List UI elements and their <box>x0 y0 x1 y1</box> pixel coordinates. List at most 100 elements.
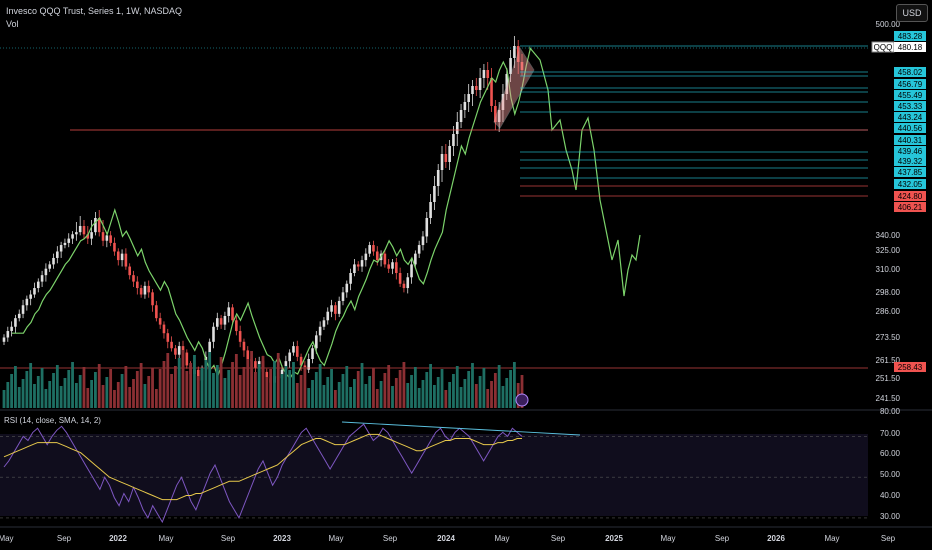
candle-body <box>166 333 170 342</box>
rsi-line <box>3 423 523 524</box>
candle-body <box>429 202 432 218</box>
candle-body <box>170 341 173 349</box>
volume-bar <box>200 368 204 408</box>
volume-bar <box>429 364 432 408</box>
candle-body <box>181 346 185 353</box>
price-level-badge: 432.05 <box>894 179 926 189</box>
time-axis-tick: Sep <box>881 534 896 543</box>
volume-bar <box>379 381 383 408</box>
volume-bar <box>356 371 360 408</box>
candle-body <box>196 369 200 381</box>
candle-body <box>71 234 74 239</box>
volume-bar <box>417 388 421 408</box>
volume-bar <box>455 366 459 408</box>
candle-body <box>440 154 444 170</box>
volume-bar <box>398 370 402 408</box>
candle-body <box>174 348 177 355</box>
candle-body <box>109 235 112 243</box>
candle-body <box>132 275 135 282</box>
volume-bar <box>33 384 36 408</box>
rsi-axis-tick: 80.00 <box>880 407 901 416</box>
volume-bar <box>322 385 326 408</box>
candle-body <box>33 288 36 295</box>
candle-body <box>94 218 97 233</box>
price-level-value: 258.43 <box>898 363 923 372</box>
candle-body <box>482 70 486 78</box>
candle-body <box>433 186 436 202</box>
price-axis-tick: 261.50 <box>876 356 901 365</box>
price-level-badge-bg <box>894 167 926 177</box>
volume-bar <box>67 370 71 408</box>
candle-body <box>372 245 375 252</box>
volume-bar <box>177 358 181 408</box>
candle-body <box>414 253 417 265</box>
candle-body <box>368 245 371 254</box>
volume-bar <box>132 379 135 408</box>
price-axis-tick: 325.00 <box>876 246 901 255</box>
volume-bar <box>185 371 189 408</box>
volume-bar <box>36 376 40 408</box>
candle-body <box>459 110 463 122</box>
time-axis-tick: Sep <box>57 534 72 543</box>
price-level-badge: 456.79 <box>894 79 926 89</box>
volume-bar <box>14 366 17 408</box>
volume-bar <box>170 374 173 408</box>
candle-body <box>334 305 337 314</box>
volume-bar <box>246 359 250 408</box>
volume-bar <box>307 388 311 408</box>
candle-body <box>425 218 429 237</box>
price-level-badge-bg <box>894 135 926 145</box>
volume-bar <box>421 380 425 408</box>
candle-body <box>242 341 246 351</box>
symbol-badge-text: QQQ <box>874 43 893 52</box>
volume-bar <box>474 384 478 408</box>
volume-bar <box>364 384 368 408</box>
volume-bar <box>124 366 128 408</box>
volume-bar <box>375 389 379 408</box>
rsi-divergence-line <box>341 421 581 436</box>
candle-body <box>421 236 425 246</box>
volume-bar <box>181 350 185 408</box>
candle-body <box>90 232 93 239</box>
volume-bar <box>505 378 509 408</box>
price-level-value: 432.05 <box>898 180 923 189</box>
candle-body <box>509 58 512 74</box>
volume-bar <box>303 367 307 408</box>
price-level-badge-bg <box>894 191 926 201</box>
candle-body <box>490 78 493 106</box>
candle-body <box>128 266 131 276</box>
volume-bar <box>299 375 303 408</box>
volume-bar <box>280 374 284 408</box>
volume-bar <box>189 363 193 408</box>
price-level-value: 424.80 <box>898 192 923 201</box>
candle-body <box>235 320 238 332</box>
candle-body <box>406 277 410 289</box>
volume-group <box>2 350 524 408</box>
currency-button[interactable]: USD <box>896 4 928 22</box>
price-level-badge-bg <box>894 90 926 100</box>
candle-body <box>48 264 52 269</box>
volume-bar <box>59 386 63 408</box>
price-level-badge-bg <box>894 79 926 89</box>
candle-body <box>322 320 326 327</box>
candle-body <box>497 110 501 122</box>
volume-bar <box>482 368 486 408</box>
price-level-badge: 439.32 <box>894 156 926 166</box>
time-axis-tick: May <box>660 534 675 543</box>
volume-bar <box>154 389 158 408</box>
volume-bar <box>276 353 280 408</box>
volume-bar <box>471 363 474 408</box>
volume-bar <box>105 377 109 408</box>
candle-body <box>52 257 55 265</box>
price-level-value: 406.21 <box>898 203 923 212</box>
price-level-badge-bg <box>894 101 926 111</box>
volume-bar <box>52 373 55 408</box>
volume-bar <box>147 376 151 408</box>
candle-body <box>67 238 71 243</box>
price-level-badge: 455.49 <box>894 90 926 100</box>
volume-bar <box>196 376 200 408</box>
time-axis-tick: 2024 <box>437 534 455 543</box>
candle-body <box>398 273 402 284</box>
volume-bar <box>452 374 455 408</box>
